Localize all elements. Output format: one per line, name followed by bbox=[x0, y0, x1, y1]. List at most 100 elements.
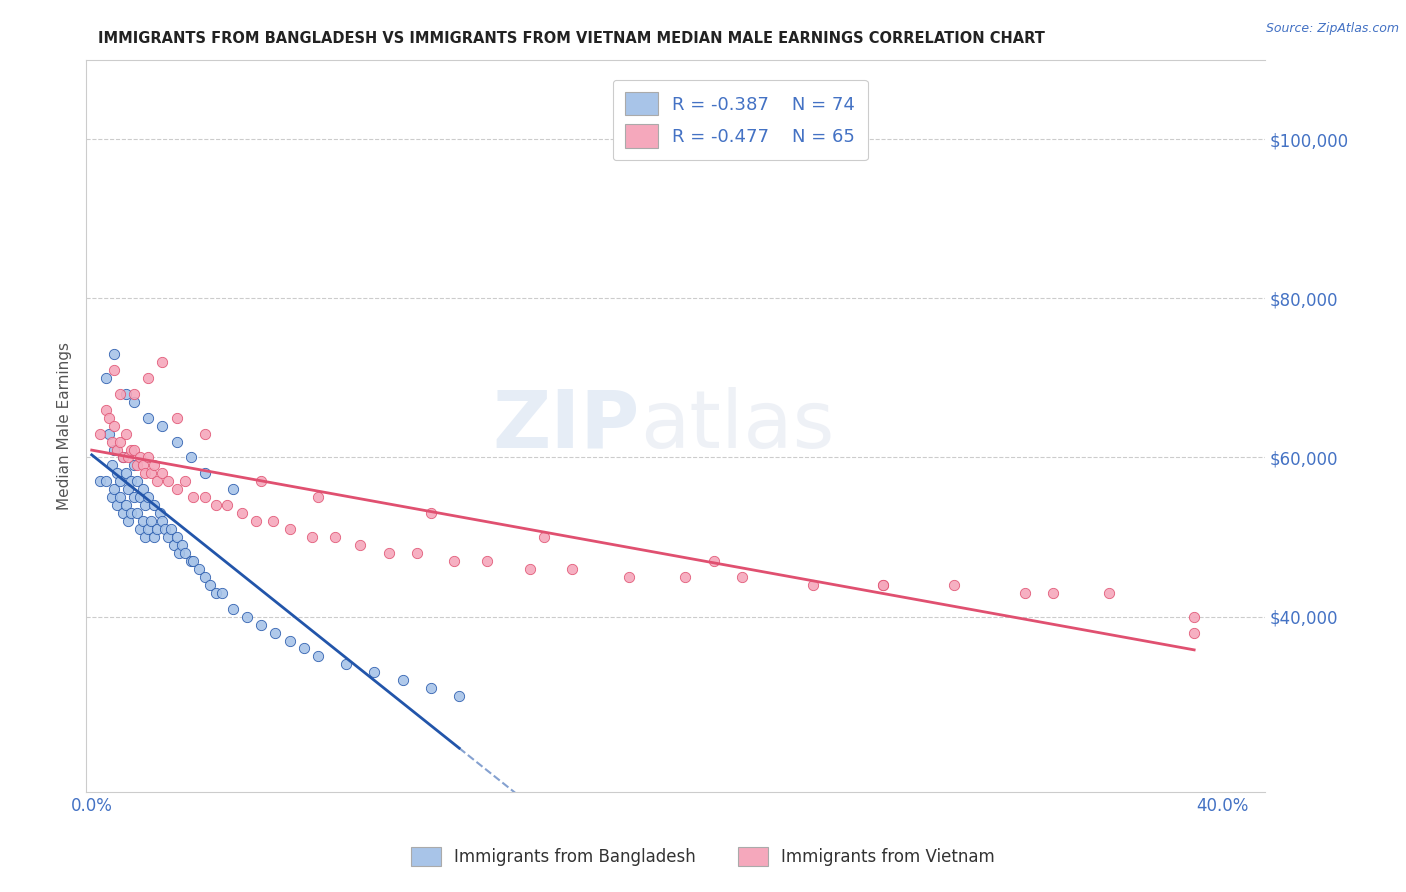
Point bbox=[128, 450, 150, 465]
Point bbox=[194, 570, 217, 584]
Point bbox=[533, 530, 555, 544]
Point bbox=[100, 434, 122, 449]
Point bbox=[108, 490, 131, 504]
Point bbox=[131, 458, 153, 473]
Point bbox=[103, 442, 125, 457]
Point bbox=[169, 546, 191, 560]
Point bbox=[103, 418, 125, 433]
Point bbox=[155, 522, 177, 536]
Point bbox=[148, 506, 170, 520]
Point bbox=[139, 467, 162, 481]
Legend: R = -0.387    N = 74, R = -0.477    N = 65: R = -0.387 N = 74, R = -0.477 N = 65 bbox=[613, 79, 868, 161]
Point bbox=[125, 458, 148, 473]
Point bbox=[108, 387, 131, 401]
Text: Source: ZipAtlas.com: Source: ZipAtlas.com bbox=[1265, 22, 1399, 36]
Point bbox=[1182, 625, 1205, 640]
Point bbox=[172, 538, 194, 552]
Point bbox=[114, 498, 136, 512]
Text: atlas: atlas bbox=[640, 386, 835, 465]
Point bbox=[120, 506, 142, 520]
Point bbox=[150, 355, 173, 369]
Legend: Immigrants from Bangladesh, Immigrants from Vietnam: Immigrants from Bangladesh, Immigrants f… bbox=[402, 838, 1004, 875]
Point bbox=[134, 467, 156, 481]
Y-axis label: Median Male Earnings: Median Male Earnings bbox=[58, 342, 72, 509]
Point bbox=[166, 434, 188, 449]
Point bbox=[801, 578, 824, 592]
Point bbox=[157, 475, 180, 489]
Point bbox=[205, 586, 228, 600]
Point bbox=[1182, 609, 1205, 624]
Point bbox=[217, 498, 239, 512]
Point bbox=[136, 522, 159, 536]
Point bbox=[136, 410, 159, 425]
Point bbox=[183, 490, 205, 504]
Point bbox=[157, 530, 180, 544]
Text: IMMIGRANTS FROM BANGLADESH VS IMMIGRANTS FROM VIETNAM MEDIAN MALE EARNINGS CORRE: IMMIGRANTS FROM BANGLADESH VS IMMIGRANTS… bbox=[98, 31, 1045, 46]
Point bbox=[105, 467, 128, 481]
Point bbox=[205, 498, 228, 512]
Point bbox=[163, 538, 186, 552]
Point bbox=[443, 554, 465, 568]
Point bbox=[236, 609, 259, 624]
Point bbox=[125, 475, 148, 489]
Point bbox=[703, 554, 725, 568]
Point bbox=[335, 657, 357, 672]
Point bbox=[731, 570, 754, 584]
Point bbox=[145, 475, 167, 489]
Point bbox=[349, 538, 371, 552]
Point bbox=[128, 522, 150, 536]
Point bbox=[405, 546, 427, 560]
Point bbox=[94, 371, 117, 385]
Point bbox=[166, 410, 188, 425]
Point bbox=[292, 641, 315, 656]
Point bbox=[166, 530, 188, 544]
Point bbox=[872, 578, 894, 592]
Point bbox=[139, 514, 162, 528]
Point bbox=[89, 426, 111, 441]
Point bbox=[94, 475, 117, 489]
Point bbox=[114, 467, 136, 481]
Point bbox=[180, 450, 202, 465]
Point bbox=[183, 554, 205, 568]
Point bbox=[942, 578, 965, 592]
Point bbox=[160, 522, 183, 536]
Point bbox=[617, 570, 640, 584]
Point bbox=[125, 506, 148, 520]
Point bbox=[200, 578, 222, 592]
Point bbox=[377, 546, 399, 560]
Point bbox=[264, 625, 287, 640]
Point bbox=[150, 514, 173, 528]
Point bbox=[519, 562, 541, 576]
Point bbox=[114, 387, 136, 401]
Point bbox=[97, 426, 120, 441]
Point bbox=[194, 490, 217, 504]
Point bbox=[103, 483, 125, 497]
Point bbox=[449, 690, 471, 704]
Point bbox=[117, 483, 139, 497]
Point bbox=[111, 450, 134, 465]
Point bbox=[174, 475, 197, 489]
Point bbox=[250, 475, 273, 489]
Point bbox=[419, 506, 441, 520]
Point bbox=[391, 673, 413, 688]
Point bbox=[120, 475, 142, 489]
Point bbox=[262, 514, 284, 528]
Point bbox=[128, 490, 150, 504]
Point bbox=[142, 530, 165, 544]
Point bbox=[323, 530, 346, 544]
Point bbox=[150, 418, 173, 433]
Point bbox=[245, 514, 267, 528]
Point bbox=[114, 426, 136, 441]
Point bbox=[188, 562, 211, 576]
Point bbox=[194, 426, 217, 441]
Point bbox=[278, 522, 301, 536]
Point bbox=[103, 347, 125, 361]
Point bbox=[103, 363, 125, 377]
Point bbox=[1098, 586, 1121, 600]
Point bbox=[100, 490, 122, 504]
Point bbox=[307, 649, 329, 664]
Point bbox=[108, 475, 131, 489]
Point bbox=[122, 458, 145, 473]
Point bbox=[250, 617, 273, 632]
Point bbox=[673, 570, 696, 584]
